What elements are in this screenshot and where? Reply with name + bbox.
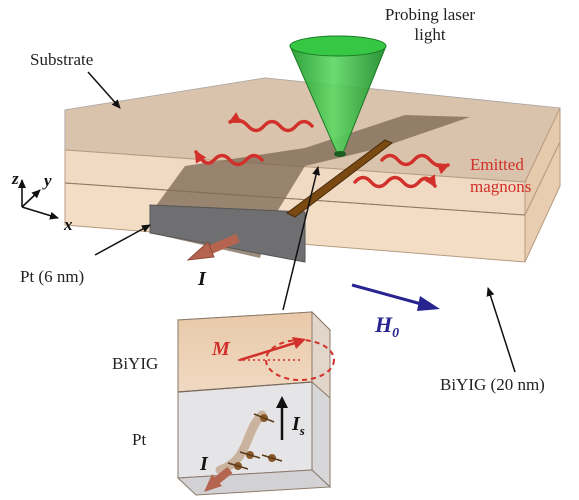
magnon-arrow — [353, 174, 437, 189]
biyig-pointer — [486, 287, 516, 373]
inset-current-symbol: I — [199, 453, 209, 475]
probing-laser-cone — [289, 35, 387, 157]
inset-pt-label: Pt — [132, 430, 146, 449]
axis-x-label: x — [63, 215, 73, 234]
electron-path — [215, 410, 267, 475]
magnon-arrow — [228, 112, 314, 133]
coordinate-axes — [18, 179, 59, 220]
spin-current-symbol: Is — [291, 413, 305, 438]
inset-pointer — [282, 166, 320, 311]
inset-biyig-label: BiYIG — [112, 354, 158, 373]
current-arrow — [186, 233, 240, 261]
pt-thickness-label: Pt (6 nm) — [20, 267, 84, 286]
field-arrow — [351, 283, 440, 311]
emitted-magnon-arrows — [194, 112, 450, 189]
magnon-arrow — [380, 153, 450, 175]
axis-y-label: y — [42, 171, 52, 190]
emitted-magnons-label-line2: magnons — [470, 177, 531, 196]
pt-strip — [149, 115, 470, 263]
field-symbol: H0 — [374, 312, 399, 341]
substrate-pointer — [87, 71, 121, 109]
spin-electrons — [227, 413, 283, 470]
axis-z-label: z — [11, 169, 19, 188]
probing-laser-label-line2: light — [414, 25, 445, 44]
current-symbol: I — [197, 268, 207, 290]
magnetization-vector — [239, 340, 299, 362]
emitted-magnons-label: Emitted — [470, 155, 524, 174]
inset-cross-section — [176, 310, 335, 496]
pt-pointer — [94, 224, 151, 256]
magnon-arrow — [194, 150, 264, 167]
biyig-thickness-label: BiYIG (20 nm) — [440, 375, 545, 394]
magnetization-symbol: M — [211, 338, 231, 360]
substrate-label: Substrate — [30, 50, 93, 69]
probing-laser-label: Probing laser — [385, 5, 476, 24]
